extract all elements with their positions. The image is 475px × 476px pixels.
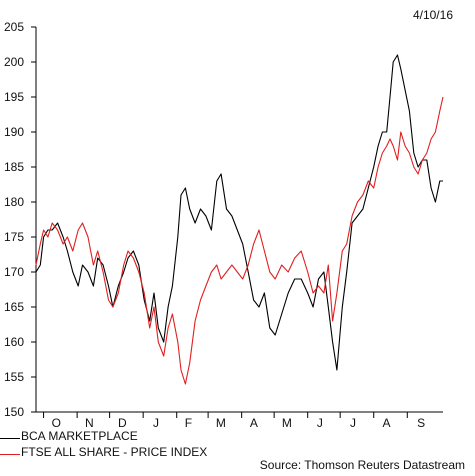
x-tick-label: A: [250, 416, 258, 430]
chart-date: 4/10/16: [412, 8, 453, 22]
legend-swatch-bca: [0, 438, 20, 439]
series-line-ftse: [35, 96, 444, 385]
y-tick-label: 200: [4, 55, 24, 69]
x-tick-label: J: [317, 416, 323, 430]
y-tick-label: 170: [4, 265, 24, 279]
x-tick-label: M: [216, 416, 226, 430]
source-note: Source: Thomson Reuters Datastream: [259, 458, 465, 472]
y-tick-label: 190: [4, 125, 24, 139]
plot-lines: [35, 54, 444, 385]
y-tick-label: 150: [4, 405, 24, 419]
x-tick-label: A: [382, 416, 390, 430]
y-tick-label: 185: [4, 160, 24, 174]
y-tick-label: 205: [4, 20, 24, 34]
x-tick-label: O: [52, 416, 61, 430]
y-axis: 150 155 160 165 170 175 180 185 190 195 200 205: [4, 20, 37, 419]
legend-label-ftse: FTSE ALL SHARE - PRICE INDEX: [21, 445, 208, 459]
legend-label-bca: BCA MARKETPLACE: [21, 429, 138, 443]
series-line-bca: [35, 54, 443, 371]
x-tick-label: N: [85, 416, 94, 430]
x-tick-label: M: [282, 416, 292, 430]
y-tick-label: 180: [4, 195, 24, 209]
x-tick-label: F: [185, 416, 192, 430]
y-tick-label: 155: [4, 370, 24, 384]
x-tick-label: J: [153, 416, 159, 430]
x-tick-label: S: [417, 416, 425, 430]
y-tick-label: 175: [4, 230, 24, 244]
x-tick-label: J: [350, 416, 356, 430]
legend-swatch-ftse: [0, 454, 20, 455]
y-tick-label: 165: [4, 300, 24, 314]
y-tick-label: 160: [4, 335, 24, 349]
y-tick-label: 195: [4, 90, 24, 104]
x-tick-label: D: [118, 416, 127, 430]
